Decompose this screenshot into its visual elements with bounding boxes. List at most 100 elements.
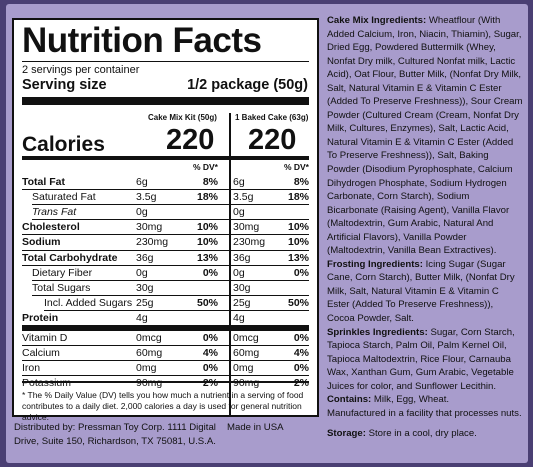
col2-header: 1 Baked Cake (63g): [235, 113, 309, 122]
nutrient-amount-baked: 30mg: [233, 221, 260, 234]
dv-header-2: % DV*: [283, 162, 309, 172]
row-rule: [22, 345, 309, 347]
row-rule: [22, 264, 309, 266]
nutrient-amount-kit: 3.5g: [136, 191, 157, 204]
row-rule: [22, 189, 309, 191]
contains-allergens: Contains: Milk, Egg, Wheat.: [327, 393, 523, 407]
made-in-usa: Made in USA: [227, 422, 284, 433]
nutrient-amount-kit: 0mcg: [136, 332, 162, 344]
cake-ingredients-text: Wheatflour (With Added Calcium, Iron, Ni…: [327, 15, 523, 257]
facility-statement: Manufactured in a facility that processe…: [327, 407, 522, 419]
frosting-ingredients-label: Frosting Ingredients:: [327, 258, 423, 270]
footnote-rule: [22, 381, 309, 383]
daily-value-footnote: * The % Daily Value (DV) tells you how m…: [22, 390, 304, 422]
calories-label: Calories: [22, 133, 105, 156]
cake-ingredients-label: Cake Mix Ingredients:: [327, 15, 427, 26]
row-rule: [32, 279, 309, 281]
row-rule: [44, 309, 309, 311]
nutrient-label: Protein: [22, 311, 59, 324]
nutrient-label: Total Carbohydrate: [22, 251, 118, 264]
nutrient-dv-baked: 0%: [293, 362, 309, 375]
nutrient-dv-baked: 18%: [287, 191, 309, 204]
sprinkles-ingredients-text: Sugar, Corn Starch, Tapioca Starch, Palm…: [327, 326, 515, 392]
nutrient-dv-kit: 18%: [196, 191, 218, 204]
nutrient-label: Total Sugars: [32, 281, 91, 294]
nutrient-amount-baked: 30g: [233, 281, 251, 294]
distributor-address: Distributed by: Pressman Toy Corp. 1111 …: [14, 422, 216, 447]
nutrient-amount-kit: 30mg: [136, 221, 163, 234]
title-rule: [22, 61, 309, 62]
nutrient-label: Dietary Fiber: [32, 266, 93, 279]
frosting-ingredients: Frosting Ingredients: Icing Sugar (Sugar…: [327, 258, 523, 326]
nutrient-dv-kit: 50%: [196, 296, 218, 309]
nutrient-dv-baked: 0%: [293, 266, 309, 279]
dv-header-1: % DV*: [192, 162, 218, 172]
nutrient-dv-kit: 10%: [196, 221, 218, 234]
nutrient-amount-kit: 0g: [136, 266, 148, 279]
nutrient-dv-baked: 8%: [293, 176, 309, 188]
nutrient-amount-kit: 36g: [136, 251, 154, 264]
nutrient-dv-baked: 13%: [287, 251, 309, 264]
nutrient-amount-kit: 60mg: [136, 347, 163, 360]
nutrient-dv-baked: 0%: [293, 332, 309, 344]
nutrient-dv-baked: 2%: [293, 377, 309, 390]
nutrient-label: Trans Fat: [32, 206, 77, 219]
nutrient-amount-kit: 6g: [136, 176, 148, 188]
nutrient-dv-kit: 4%: [202, 347, 218, 360]
serving-size-value: 1/2 package (50g): [187, 77, 308, 93]
nutrient-dv-baked: 4%: [293, 347, 309, 360]
nutrition-facts-panel: Nutrition Facts 2 servings per container…: [12, 18, 319, 422]
nutrient-amount-baked: 0mg: [233, 362, 254, 375]
nutrient-amount-baked: 25g: [233, 296, 251, 309]
row-rule: [22, 375, 309, 377]
nutrient-dv-baked: 10%: [287, 221, 309, 234]
nutrient-amount-baked: 0g: [233, 266, 245, 279]
nutrient-dv-baked: 10%: [287, 236, 309, 249]
servings-per-container: 2 servings per container: [22, 64, 140, 76]
storage-label: Storage:: [327, 428, 366, 440]
nutrient-dv-kit: 0%: [202, 332, 218, 344]
nutrient-amount-baked: 0mcg: [233, 332, 259, 344]
nutrient-dv-kit: 13%: [196, 251, 218, 264]
nutrient-amount-kit: 0g: [136, 206, 148, 219]
row-rule: [22, 325, 309, 331]
nutrient-label: Iron: [22, 362, 41, 375]
nutrient-amount-kit: 4g: [136, 311, 148, 324]
nutrient-label: Incl. Added Sugars: [44, 296, 133, 309]
sprinkles-ingredients: Sprinkles Ingredients: Sugar, Corn Starc…: [327, 326, 523, 394]
nutrient-amount-baked: 90mg: [233, 377, 260, 390]
nutrient-amount-baked: 6g: [233, 176, 245, 188]
nutrient-amount-baked: 4g: [233, 311, 245, 324]
contains-text: Milk, Egg, Wheat.: [373, 394, 450, 406]
nutrient-label: Calcium: [22, 347, 60, 360]
storage-text: Store in a cool, dry place.: [368, 428, 477, 440]
nutrient-label: Sodium: [22, 236, 61, 249]
serving-size-label: Serving size: [22, 77, 107, 93]
nutrient-label: Vitamin D: [22, 332, 68, 344]
calories-kit: 220: [166, 124, 215, 156]
nutrient-dv-kit: 0%: [202, 266, 218, 279]
nutrient-amount-baked: 60mg: [233, 347, 260, 360]
row-rule: [22, 234, 309, 236]
contains-label: Contains:: [327, 394, 372, 406]
nutrient-label: Cholesterol: [22, 221, 80, 234]
row-rule: [32, 219, 309, 221]
nutrition-title: Nutrition Facts: [22, 21, 262, 60]
nutrient-amount-baked: 36g: [233, 251, 251, 264]
nutrient-amount-baked: 0g: [233, 206, 245, 219]
sprinkles-ingredients-label: Sprinkles Ingredients:: [327, 326, 428, 338]
nutrient-amount-baked: 3.5g: [233, 191, 254, 204]
nutrient-amount-kit: 25g: [136, 296, 154, 309]
nutrient-dv-kit: 8%: [202, 176, 218, 188]
frosting-ingredients-text: Icing Sugar (Sugar Cane, Corn Starch), B…: [327, 258, 515, 325]
calories-baked: 220: [248, 124, 297, 156]
row-rule: [22, 360, 309, 362]
nutrient-label: Saturated Fat: [32, 191, 96, 204]
nutrient-dv-kit: 0%: [202, 362, 218, 375]
cake-ingredients: Cake Mix Ingredients: Wheatflour (With A…: [327, 14, 523, 258]
ingredients-block: Cake Mix Ingredients: Wheatflour (With A…: [327, 14, 523, 441]
col1-header: Cake Mix Kit (50g): [148, 113, 217, 122]
nutrient-amount-kit: 30g: [136, 281, 154, 294]
row-rule: [22, 249, 309, 251]
nutrient-dv-baked: 50%: [287, 296, 309, 309]
